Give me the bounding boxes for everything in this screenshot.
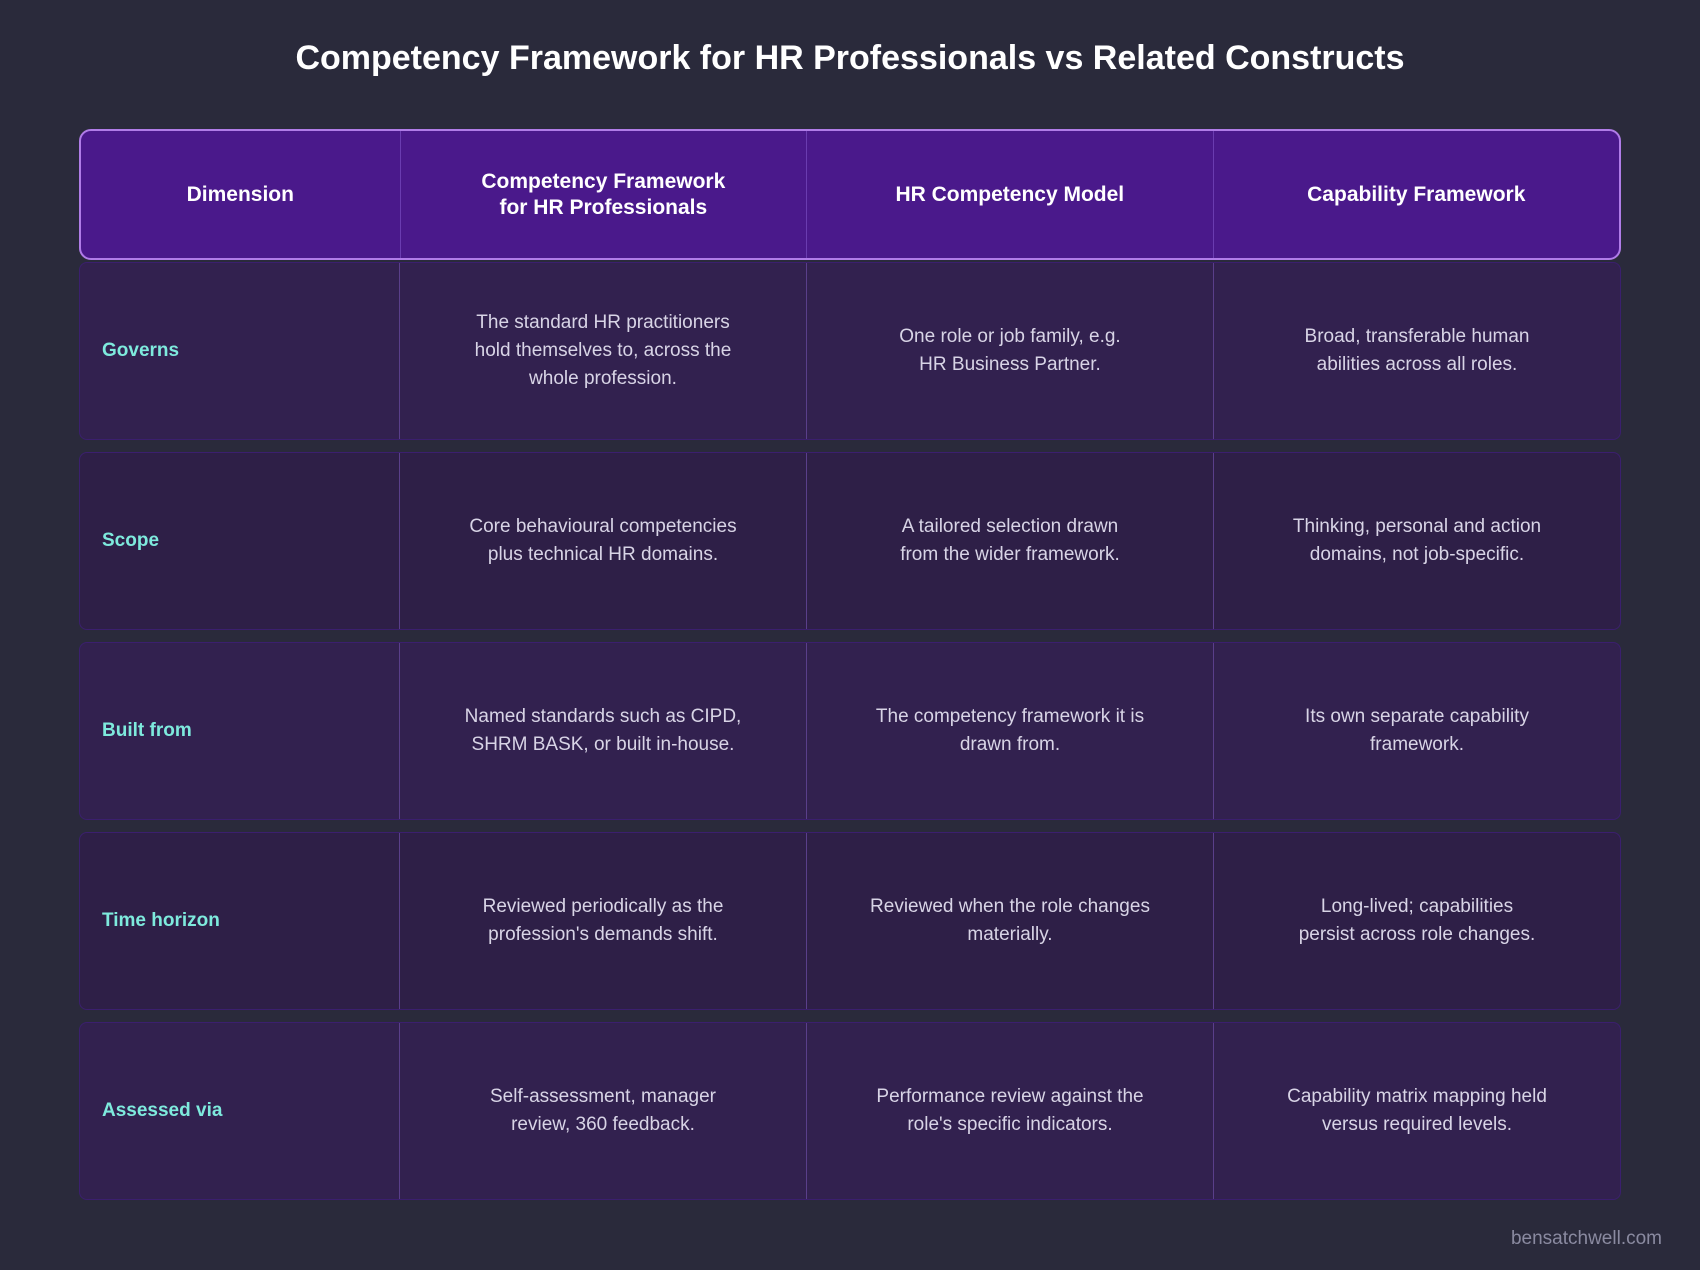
- header-capability-framework: Capability Framework: [1307, 182, 1526, 206]
- table-cell: Thinking, personal and action domains, n…: [1292, 516, 1542, 565]
- row-dimension-label: Time horizon: [80, 833, 400, 1009]
- table-cell: The competency framework it is drawn fro…: [807, 643, 1214, 819]
- table-cell: Long-lived; capabilities persist across …: [1298, 896, 1536, 945]
- table-cell: Performance review against the role's sp…: [807, 1023, 1214, 1199]
- table-cell: One role or job family, e.g. HR Business…: [807, 263, 1214, 439]
- watermark: bensatchwell.com: [1510, 1228, 1662, 1249]
- row-dimension-label: Assessed via: [80, 1023, 400, 1199]
- table-row-built-from: Built from Named standards such as CIPD,…: [79, 642, 1621, 820]
- table-cell: Reviewed when the role changes materiall…: [807, 833, 1214, 1009]
- header-competency-framework: Competency Framework for HR Professional…: [401, 131, 808, 258]
- row-dimension-label: Governs: [80, 263, 400, 439]
- table-cell: Broad, transferable human abilities acro…: [1304, 326, 1530, 375]
- table-cell: Named standards such as CIPD, SHRM BASK,…: [400, 643, 807, 819]
- table-cell: Core behavioural competencies plus techn…: [400, 453, 807, 629]
- table-row-time-horizon: Time horizon Reviewed periodically as th…: [79, 832, 1621, 1010]
- header-dimension: Dimension: [81, 131, 401, 258]
- table-cell: A tailored selection drawn from the wide…: [807, 453, 1214, 629]
- header-hr-competency-model: HR Competency Model: [807, 131, 1214, 258]
- table-cell: Reviewed periodically as the profession'…: [400, 833, 807, 1009]
- comparison-table: Dimension Competency Framework for HR Pr…: [79, 129, 1621, 1200]
- table-row-governs: Governs The standard HR practitioners ho…: [79, 262, 1621, 440]
- table-cell: Its own separate capability framework.: [1305, 706, 1529, 755]
- row-dimension-label: Built from: [80, 643, 400, 819]
- page-title: Competency Framework for HR Professional…: [295, 39, 1405, 77]
- table-header-row: Dimension Competency Framework for HR Pr…: [79, 129, 1621, 260]
- table-row-scope: Scope Core behavioural competencies plus…: [79, 452, 1621, 630]
- row-dimension-label: Scope: [80, 453, 400, 629]
- table-cell: Self-assessment, manager review, 360 fee…: [400, 1023, 807, 1199]
- table-cell: Capability matrix mapping held versus re…: [1287, 1086, 1547, 1135]
- table-row-assessed-via: Assessed via Self-assessment, manager re…: [79, 1022, 1621, 1200]
- table-cell: The standard HR practitioners hold thems…: [400, 263, 807, 439]
